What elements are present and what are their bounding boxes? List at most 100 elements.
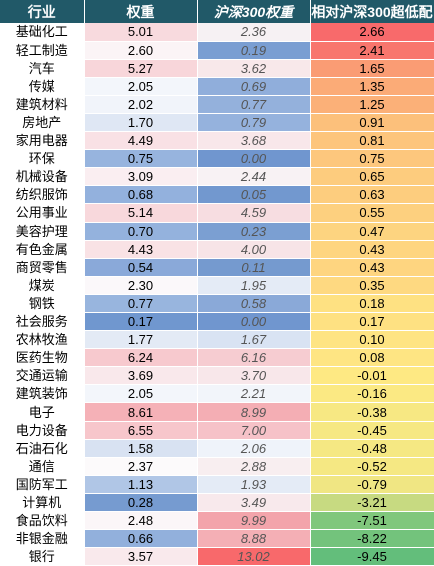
table-row: 非银金融 0.66 8.88 -8.22 [0,529,434,549]
header-hs300-weight: 沪深300权重 [197,0,311,23]
weight-cell: 8.61 [84,402,198,422]
weight-cell: 0.75 [84,149,198,169]
table-row: 美容护理 0.70 0.23 0.47 [0,222,434,241]
industry-cell: 社会服务 [0,312,85,332]
hs300-weight-cell: 4.59 [197,203,311,223]
excess-cell: 0.35 [310,276,434,295]
industry-cell: 纺织服饰 [0,185,85,205]
weight-cell: 1.13 [84,475,198,494]
hs300-weight-cell: 3.49 [197,493,311,513]
table-row: 医药生物 6.24 6.16 0.08 [0,348,434,368]
weight-cell: 0.70 [84,222,198,241]
hs300-weight-cell: 2.44 [197,167,311,187]
industry-cell: 食品饮料 [0,511,85,531]
industry-cell: 汽车 [0,59,85,78]
industry-cell: 通信 [0,457,85,476]
excess-cell: 1.65 [310,59,434,78]
industry-cell: 建筑材料 [0,95,85,114]
weight-cell: 6.55 [84,421,198,440]
weight-cell: 1.58 [84,439,198,458]
weight-cell: 0.28 [84,493,198,513]
industry-cell: 交通运输 [0,366,85,386]
table-row: 环保 0.75 0.00 0.75 [0,149,434,169]
hs300-weight-cell: 0.00 [197,312,311,332]
weight-cell: 0.68 [84,185,198,205]
excess-cell: 0.65 [310,167,434,187]
industry-cell: 机械设备 [0,167,85,187]
excess-cell: -3.21 [310,493,434,513]
table-row: 计算机 0.28 3.49 -3.21 [0,493,434,513]
hs300-weight-cell: 8.88 [197,529,311,549]
excess-cell: -0.38 [310,402,434,422]
industry-cell: 非银金融 [0,529,85,549]
table-row: 有色金属 4.43 4.00 0.43 [0,240,434,259]
weight-cell: 0.54 [84,258,198,277]
industry-cell: 美容护理 [0,222,85,241]
hs300-weight-cell: 2.36 [197,23,311,42]
excess-cell: 0.18 [310,294,434,314]
weight-cell: 2.37 [84,457,198,476]
excess-cell: 0.47 [310,222,434,241]
hs300-weight-cell: 0.77 [197,95,311,114]
excess-cell: -9.45 [310,547,434,566]
table-row: 通信 2.37 2.88 -0.52 [0,457,434,476]
hs300-weight-cell: 0.23 [197,222,311,241]
industry-cell: 建筑装饰 [0,384,85,404]
table-row: 钢铁 0.77 0.58 0.18 [0,294,434,314]
industry-cell: 房地产 [0,113,85,133]
table-row: 机械设备 3.09 2.44 0.65 [0,167,434,187]
industry-cell: 农林牧渔 [0,330,85,350]
excess-cell: 0.81 [310,131,434,151]
weight-cell: 2.05 [84,77,198,96]
industry-cell: 计算机 [0,493,85,513]
excess-cell: -0.16 [310,384,434,404]
weight-cell: 4.49 [84,131,198,151]
hs300-weight-cell: 4.00 [197,240,311,259]
hs300-weight-cell: 0.79 [197,113,311,133]
table-row: 公用事业 5.14 4.59 0.55 [0,203,434,223]
table-row: 国防军工 1.13 1.93 -0.79 [0,475,434,494]
table-row: 电力设备 6.55 7.00 -0.45 [0,421,434,440]
weight-cell: 3.69 [84,366,198,386]
weight-cell: 0.66 [84,529,198,549]
table-row: 汽车 5.27 3.62 1.65 [0,59,434,78]
table-row: 房地产 1.70 0.79 0.91 [0,113,434,133]
industry-cell: 基础化工 [0,23,85,42]
table-body: 基础化工 5.01 2.36 2.66 轻工制造 2.60 0.19 2.41 汽车 5.27 3.… [0,23,434,566]
excess-cell: 0.08 [310,348,434,368]
hs300-weight-cell: 0.11 [197,258,311,277]
weight-cell: 2.30 [84,276,198,295]
weight-cell: 5.01 [84,23,198,42]
industry-cell: 商贸零售 [0,258,85,277]
excess-cell: 0.75 [310,149,434,169]
hs300-weight-cell: 13.02 [197,547,311,566]
excess-cell: -0.79 [310,475,434,494]
industry-cell: 电力设备 [0,421,85,440]
table-row: 食品饮料 2.48 9.99 -7.51 [0,511,434,531]
excess-cell: 1.25 [310,95,434,114]
table-row: 石油石化 1.58 2.06 -0.48 [0,439,434,458]
weight-cell: 5.27 [84,59,198,78]
hs300-weight-cell: 6.16 [197,348,311,368]
table-row: 建筑装饰 2.05 2.21 -0.16 [0,384,434,404]
industry-cell: 钢铁 [0,294,85,314]
industry-cell: 银行 [0,547,85,566]
weight-cell: 2.48 [84,511,198,531]
excess-cell: -7.51 [310,511,434,531]
excess-cell: 2.66 [310,23,434,42]
table-row: 传媒 2.05 0.69 1.35 [0,77,434,96]
table-row: 家用电器 4.49 3.68 0.81 [0,131,434,151]
industry-cell: 石油石化 [0,439,85,458]
table-row: 商贸零售 0.54 0.11 0.43 [0,258,434,277]
excess-cell: -0.45 [310,421,434,440]
hs300-weight-cell: 0.00 [197,149,311,169]
table-row: 建筑材料 2.02 0.77 1.25 [0,95,434,114]
weight-cell: 4.43 [84,240,198,259]
industry-cell: 家用电器 [0,131,85,151]
excess-cell: -0.52 [310,457,434,476]
weight-cell: 3.09 [84,167,198,187]
excess-cell: 0.43 [310,258,434,277]
industry-cell: 公用事业 [0,203,85,223]
hs300-weight-cell: 0.69 [197,77,311,96]
